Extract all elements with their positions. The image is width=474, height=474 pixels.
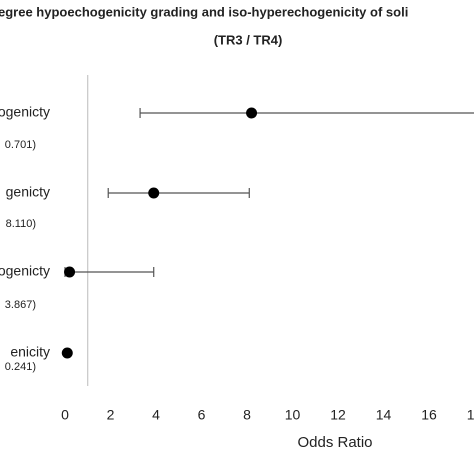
x-tick-label: 12 <box>330 407 346 423</box>
x-tick-label: 14 <box>376 407 392 423</box>
ci-label: 0.241) <box>5 361 36 373</box>
point <box>246 107 258 119</box>
row-label: ogenicty <box>0 104 50 120</box>
ci-label: 0.701) <box>5 139 36 151</box>
x-axis-label: Odds Ratio <box>297 434 372 451</box>
point <box>61 347 73 359</box>
x-tick-label: 0 <box>61 407 69 423</box>
ci-label: 3.867) <box>5 299 36 311</box>
row-label: ogenicty <box>0 263 50 279</box>
chart-title: egree hypoechogenicity grading and iso-h… <box>0 4 408 19</box>
row-label: enicity <box>10 344 50 360</box>
x-tick-label: 10 <box>285 407 301 423</box>
x-tick-label: 16 <box>421 407 437 423</box>
point <box>148 187 160 199</box>
x-tick-label: 8 <box>243 407 251 423</box>
x-tick-label: 18 <box>467 407 474 423</box>
point <box>64 266 76 278</box>
x-tick-label: 6 <box>198 407 206 423</box>
x-tick-label: 2 <box>107 407 115 423</box>
chart-subtitle: (TR3 / TR4) <box>214 32 283 47</box>
x-tick-label: 4 <box>152 407 160 423</box>
row-label: genicty <box>6 184 50 200</box>
ci-label: 8.110) <box>6 218 36 230</box>
